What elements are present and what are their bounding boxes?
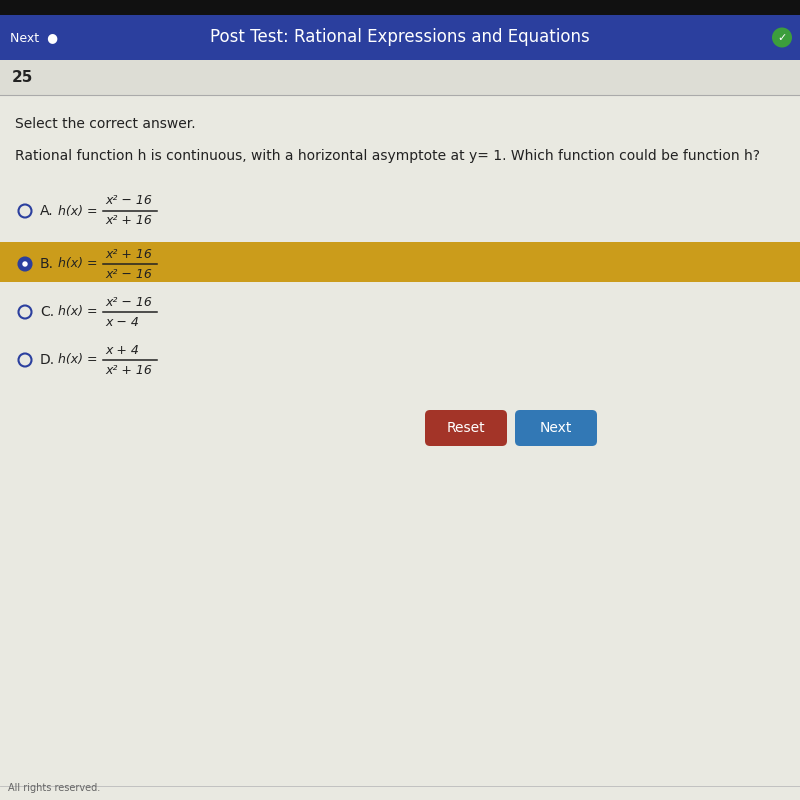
Text: 25: 25 [12, 70, 34, 85]
Text: x + 4: x + 4 [105, 343, 139, 357]
Text: Reset: Reset [446, 421, 486, 435]
Text: All rights reserved.: All rights reserved. [8, 783, 100, 793]
Text: D.: D. [40, 353, 55, 367]
FancyBboxPatch shape [515, 410, 597, 446]
Text: Next: Next [540, 421, 572, 435]
Text: x² + 16: x² + 16 [105, 363, 152, 377]
Circle shape [18, 258, 31, 270]
Text: A.: A. [40, 204, 54, 218]
Text: Rational function h is continuous, with a horizontal asymptote at y= 1. Which fu: Rational function h is continuous, with … [15, 149, 760, 163]
Circle shape [18, 205, 31, 218]
Text: x² − 16: x² − 16 [105, 267, 152, 281]
Text: C.: C. [40, 305, 54, 319]
Text: h(x) =: h(x) = [58, 205, 98, 218]
FancyBboxPatch shape [425, 410, 507, 446]
Text: x² − 16: x² − 16 [105, 194, 152, 207]
Text: Post Test: Rational Expressions and Equations: Post Test: Rational Expressions and Equa… [210, 29, 590, 46]
Text: x² + 16: x² + 16 [105, 214, 152, 227]
Text: x − 4: x − 4 [105, 315, 139, 329]
Bar [0, 0, 800, 15]
Bar [0, 15, 800, 60]
Text: h(x) =: h(x) = [58, 354, 98, 366]
Text: x² + 16: x² + 16 [105, 247, 152, 261]
Text: Select the correct answer.: Select the correct answer. [15, 117, 196, 131]
Text: B.: B. [40, 257, 54, 271]
Bar [0, 242, 800, 282]
Text: x² − 16: x² − 16 [105, 295, 152, 309]
Circle shape [22, 262, 28, 266]
Bar [0, 60, 800, 95]
Text: ✓: ✓ [778, 33, 786, 42]
Text: h(x) =: h(x) = [58, 258, 98, 270]
Circle shape [772, 27, 792, 47]
Text: h(x) =: h(x) = [58, 306, 98, 318]
Text: Next  ●: Next ● [10, 31, 58, 44]
Circle shape [18, 306, 31, 318]
Circle shape [18, 354, 31, 366]
